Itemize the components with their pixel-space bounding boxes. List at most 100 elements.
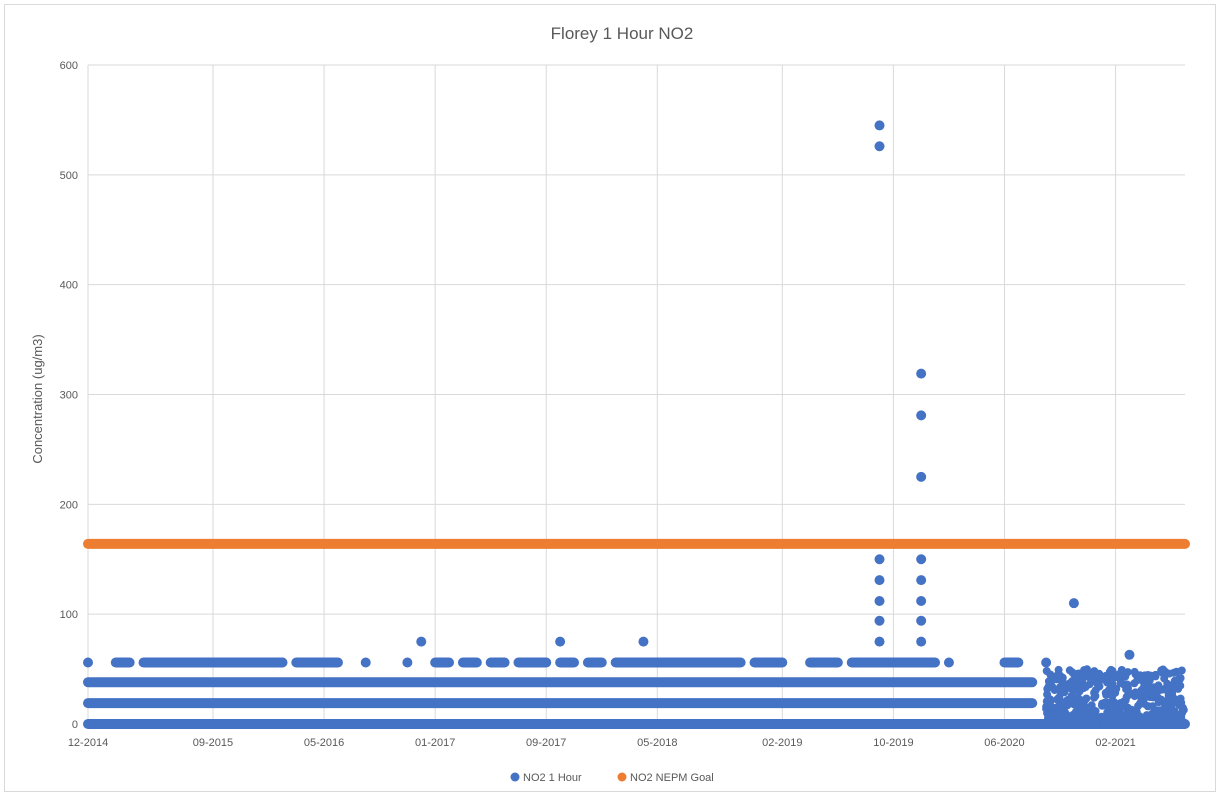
no2-point xyxy=(874,595,885,606)
no2-dense-point xyxy=(1174,675,1183,684)
no2-dense-point xyxy=(1044,677,1053,686)
legend: NO2 1 Hour NO2 NEPM Goal xyxy=(510,772,714,784)
no2-dense-point xyxy=(1080,666,1089,675)
no2-point xyxy=(916,471,927,482)
x-tick-label: 06-2020 xyxy=(984,737,1024,749)
no2-dense-point xyxy=(1109,674,1118,682)
no2-dense-point xyxy=(1139,698,1148,707)
no2-dense-point xyxy=(1122,710,1131,719)
no2-dense-point xyxy=(1160,674,1169,683)
no2-dense-point xyxy=(1151,670,1160,679)
no2-dense-point xyxy=(1111,701,1120,709)
y-tick-label: 100 xyxy=(60,609,78,621)
legend-marker-nepm-goal xyxy=(617,772,627,782)
no2-point xyxy=(874,141,885,152)
no2-point xyxy=(874,120,885,131)
no2-point xyxy=(638,636,649,647)
no2-point xyxy=(874,554,885,565)
x-tick-label: 12-2014 xyxy=(68,737,108,749)
no2-dense-point xyxy=(1154,698,1163,707)
no2-point xyxy=(916,410,927,421)
no2-dense-point xyxy=(1077,696,1086,705)
no2-dense-point xyxy=(1164,695,1173,704)
no2-point xyxy=(874,615,885,626)
no2-dense-point xyxy=(1100,720,1109,728)
no2-dense-point xyxy=(1043,690,1052,699)
no2-point xyxy=(916,636,927,647)
no2-dense-point xyxy=(1156,706,1165,715)
no2-dense-point xyxy=(1092,718,1101,727)
x-tick-label: 02-2019 xyxy=(762,737,802,749)
legend-label-no2-1hour: NO2 1 Hour xyxy=(523,772,582,784)
no2-1hour-points xyxy=(416,120,1188,728)
no2-point xyxy=(916,368,927,379)
no2-dense-point xyxy=(1165,703,1174,712)
no2-point xyxy=(874,575,885,586)
no2-dense-point xyxy=(1134,720,1143,728)
no2-dense-point xyxy=(1051,703,1060,712)
no2-point xyxy=(916,615,927,626)
no2-dense-point xyxy=(1060,716,1069,725)
legend-label-nepm-goal: NO2 NEPM Goal xyxy=(630,772,714,784)
no2-dense-point xyxy=(1140,671,1149,680)
no2-dense-point xyxy=(1042,697,1051,706)
x-tick-label: 05-2018 xyxy=(637,737,677,749)
no2-dense-point xyxy=(1093,679,1101,688)
no2-dense-point xyxy=(1159,712,1168,721)
y-tick-label: 300 xyxy=(60,390,78,402)
y-tick-label: 200 xyxy=(60,499,78,511)
no2-dense-point xyxy=(1116,678,1125,687)
no2-dense-point xyxy=(1087,701,1096,710)
no2-dense-point xyxy=(1101,688,1110,697)
y-tick-label: 400 xyxy=(60,280,78,292)
no2-dense-point xyxy=(1080,681,1089,690)
chart-svg: Florey 1 Hour NO2 0 100 200 300 400 500 600 12… xyxy=(30,24,1190,784)
no2-dense-point xyxy=(1169,668,1178,677)
no2-dense-point xyxy=(1091,691,1100,700)
no2-dense-point xyxy=(1152,713,1161,722)
chart-frame: Florey 1 Hour NO2 0 100 200 300 400 500 600 12… xyxy=(4,4,1216,792)
no2-dense-point xyxy=(1046,670,1055,679)
x-tick-label: 10-2019 xyxy=(873,737,913,749)
no2-dense-point xyxy=(1131,670,1140,679)
no2-point xyxy=(416,636,427,647)
x-tick-label: 09-2017 xyxy=(526,737,566,749)
no2-point xyxy=(916,554,927,565)
y-axis-label: Concentration (ug/m3) xyxy=(30,334,45,463)
no2-dense-point xyxy=(1098,699,1107,708)
no2-point xyxy=(916,575,927,586)
no2-dense-point xyxy=(1044,710,1053,719)
no2-dense-point xyxy=(1121,670,1130,679)
no2-dense-point xyxy=(1124,684,1132,693)
no2-dense-point xyxy=(1152,719,1161,728)
no2-dense-point xyxy=(1067,719,1076,728)
no2-dense-point xyxy=(1091,707,1100,716)
x-tick-label: 09-2015 xyxy=(193,737,233,749)
no2-dense-point xyxy=(1070,694,1079,703)
x-tick-label: 02-2021 xyxy=(1095,737,1135,749)
no2-dense-point xyxy=(1062,700,1071,709)
no2-dense-point xyxy=(1108,708,1117,717)
grid xyxy=(87,64,1185,725)
no2-point xyxy=(555,636,566,647)
no2-dense-point xyxy=(1149,683,1158,692)
no2-dense-point xyxy=(1139,684,1148,693)
no2-dense-point xyxy=(1122,716,1131,725)
no2-point xyxy=(1124,649,1135,660)
y-tick-label: 500 xyxy=(60,170,78,182)
x-tick-label: 05-2016 xyxy=(304,737,344,749)
no2-dense-point xyxy=(1108,687,1117,696)
no2-point xyxy=(1068,598,1079,609)
no2-dense-point xyxy=(1176,694,1185,703)
no2-dense-point xyxy=(1177,666,1186,675)
no2-dense-point xyxy=(1054,693,1063,702)
chart-title: Florey 1 Hour NO2 xyxy=(551,24,694,43)
no2-dense-point xyxy=(1070,670,1079,679)
x-tick-label: 01-2017 xyxy=(415,737,455,749)
no2-dense-point xyxy=(1109,718,1118,727)
no2-point xyxy=(874,636,885,647)
no2-dense-point xyxy=(1130,707,1139,716)
y-tick-label: 0 xyxy=(72,719,78,731)
no2-1hour-bands xyxy=(83,657,1190,729)
no2-dense-point xyxy=(1085,719,1094,728)
